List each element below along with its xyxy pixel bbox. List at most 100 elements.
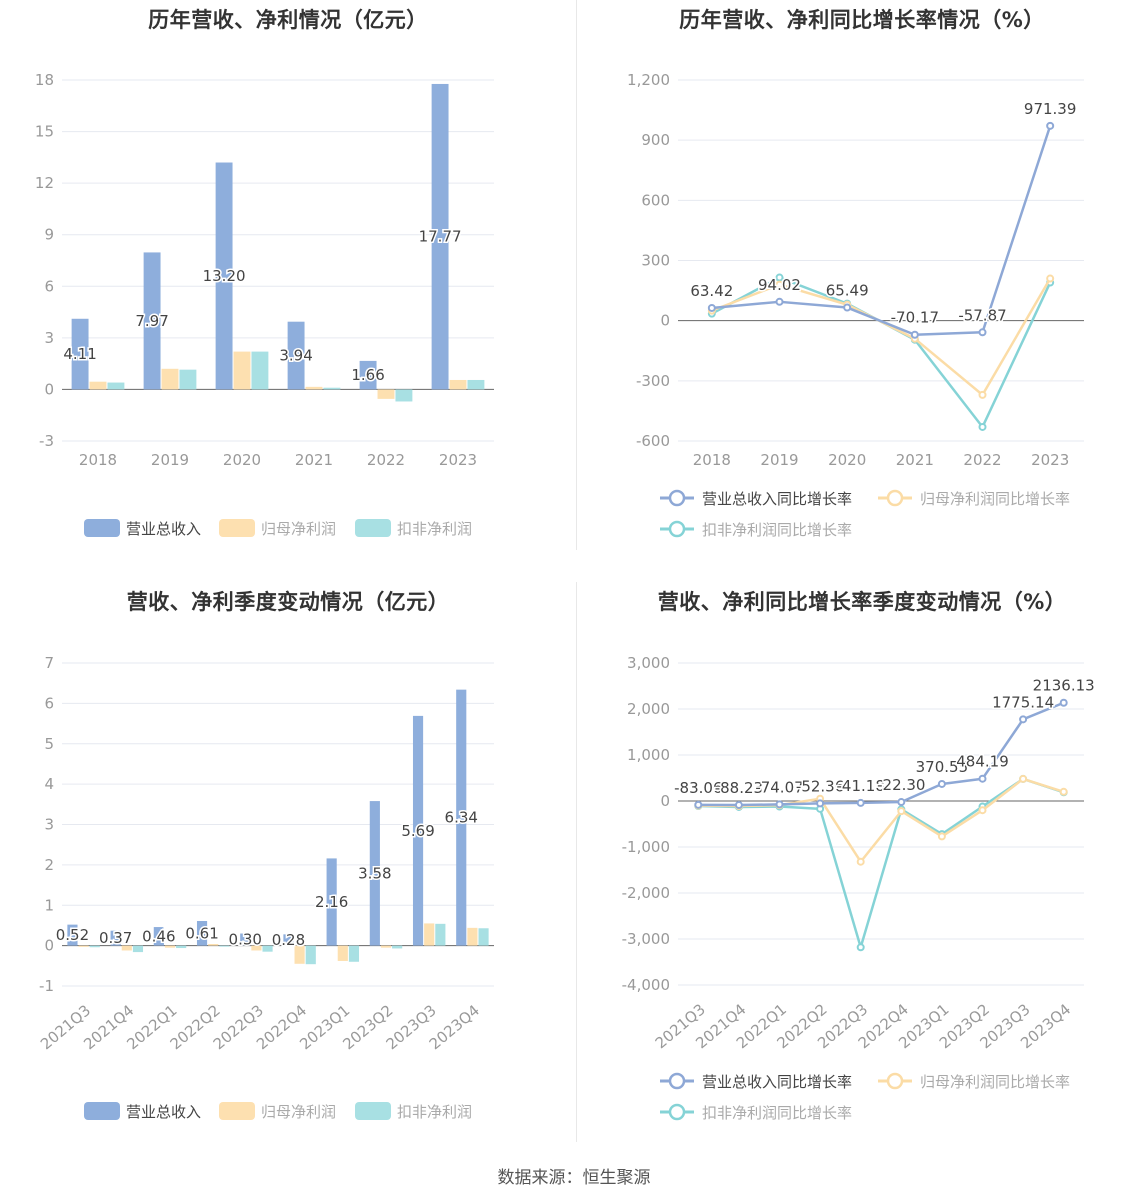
revenue-value-label: 4.11 bbox=[63, 345, 96, 363]
growth-value-label: -88.23 bbox=[715, 779, 763, 797]
chart-title: 历年营收、净利同比增长率情况（%） bbox=[679, 8, 1045, 32]
net-profit-bar bbox=[89, 381, 107, 390]
line-point bbox=[897, 807, 906, 816]
deducted-profit-bar bbox=[467, 379, 485, 390]
x-tick-label: 2023 bbox=[1031, 451, 1069, 469]
y-tick-label: 2,000 bbox=[627, 700, 670, 718]
growth-value-label: -74.07 bbox=[755, 778, 803, 796]
legend-label: 营业总收入 bbox=[126, 520, 201, 538]
y-tick-label: -300 bbox=[636, 372, 670, 390]
y-tick-label: 1,200 bbox=[627, 71, 670, 89]
growth-value-label: 63.42 bbox=[690, 282, 733, 300]
deducted-profit-bar bbox=[348, 945, 360, 962]
x-tick-label: 2019 bbox=[760, 451, 798, 469]
revenue-bar bbox=[71, 318, 89, 390]
line-point bbox=[775, 800, 784, 809]
revenue-bar bbox=[283, 934, 294, 946]
revenue-bar bbox=[110, 930, 121, 946]
y-tick-label: 2 bbox=[44, 856, 54, 874]
x-tick-label: 2022 bbox=[367, 451, 405, 469]
legend-marker bbox=[886, 489, 904, 507]
y-tick-label: 7 bbox=[44, 654, 54, 672]
revenue-value-label: 6.34 bbox=[445, 809, 478, 827]
deducted-profit-bar bbox=[219, 945, 230, 947]
y-tick-label: 1 bbox=[44, 896, 54, 914]
line-point bbox=[978, 774, 987, 783]
net-profit-bar bbox=[424, 923, 435, 946]
line-point bbox=[1019, 715, 1028, 724]
line-point bbox=[843, 303, 852, 312]
net-profit-bar bbox=[208, 944, 219, 946]
revenue-bar bbox=[369, 801, 380, 946]
growth-value-label: -41.18 bbox=[837, 777, 885, 795]
legend-swatch bbox=[355, 519, 391, 537]
line-point bbox=[1046, 274, 1055, 283]
line-point bbox=[775, 273, 784, 282]
line-point bbox=[816, 799, 825, 808]
y-tick-label: -2,000 bbox=[622, 884, 670, 902]
revenue-value-label: 0.37 bbox=[99, 929, 132, 947]
deducted-profit-bar bbox=[89, 945, 100, 948]
x-tick-label: 2022 bbox=[963, 451, 1001, 469]
growth-value-label: -22.30 bbox=[877, 776, 925, 794]
legend-swatch bbox=[219, 1102, 255, 1120]
y-tick-label: -3 bbox=[39, 432, 54, 450]
legend-swatch bbox=[84, 1102, 120, 1120]
quarterly-bar-chart: -1 0 1 2 3 4 5 6 7 0.52 0.37 0.46 0.61 0.30 0.28 2.16 3.… bbox=[37, 654, 494, 1121]
legend-swatch bbox=[219, 519, 255, 537]
net-profit-growth-line bbox=[711, 277, 1052, 397]
growth-value-label: 971.39 bbox=[1024, 100, 1077, 118]
legend-marker bbox=[668, 1072, 686, 1090]
growth-value-label: -57.87 bbox=[958, 306, 1006, 324]
growth-value-label: -83.06 bbox=[674, 779, 722, 797]
y-tick-label: 0 bbox=[44, 937, 54, 955]
y-tick-label: 0 bbox=[660, 312, 670, 330]
x-tick-label: 2021 bbox=[896, 451, 934, 469]
legend-label: 扣非净利润 bbox=[397, 520, 472, 538]
deducted-profit-bar bbox=[251, 351, 269, 390]
y-tick-label: 0 bbox=[44, 380, 54, 398]
x-tick-label: 2021 bbox=[295, 451, 333, 469]
revenue-bar bbox=[431, 83, 449, 390]
legend-label: 归母净利润 bbox=[261, 1103, 336, 1121]
revenue-value-label: 3.94 bbox=[279, 347, 312, 365]
legend-label: 营业总收入同比增长率 bbox=[702, 1073, 852, 1091]
line-point bbox=[937, 832, 946, 841]
annual-growth-panel: 历年营收、净利同比增长率情况（%） -600 -300 0 300 600 900 1,20… bbox=[576, 0, 1148, 560]
growth-value-label: 484.19 bbox=[956, 753, 1009, 771]
y-tick-label: 1,000 bbox=[627, 746, 670, 764]
annual-bar-chart: -3 0 3 6 9 12 15 18 4.11 7.97 13.20 3.94 1.66 17.77 20… bbox=[35, 71, 494, 538]
legend-marker bbox=[886, 1072, 904, 1090]
revenue-bar bbox=[240, 933, 251, 946]
revenue-bar bbox=[143, 252, 161, 390]
line-point bbox=[978, 806, 987, 815]
x-tick-label: 2019 bbox=[151, 451, 189, 469]
line-point bbox=[910, 330, 919, 339]
net-profit-bar bbox=[294, 945, 305, 964]
line-point bbox=[856, 857, 865, 866]
legend-label: 营业总收入 bbox=[126, 1103, 201, 1121]
chart-title: 营收、净利季度变动情况（亿元） bbox=[126, 590, 450, 614]
revenue-value-label: 17.77 bbox=[419, 228, 462, 246]
y-tick-label: 9 bbox=[44, 226, 54, 244]
line-point bbox=[978, 390, 987, 399]
source-note: 数据来源：恒生聚源 bbox=[497, 1168, 651, 1188]
chart-title: 历年营收、净利情况（亿元） bbox=[148, 8, 428, 32]
net-profit-bar bbox=[380, 945, 392, 948]
line-point bbox=[856, 943, 865, 952]
revenue-value-label: 0.61 bbox=[185, 924, 218, 942]
revenue-bar bbox=[287, 321, 305, 390]
net-profit-bar bbox=[121, 945, 132, 951]
legend-label: 扣非净利润同比增长率 bbox=[702, 1104, 852, 1122]
revenue-value-label: 1.66 bbox=[351, 366, 384, 384]
legend-marker bbox=[668, 489, 686, 507]
y-tick-label: 300 bbox=[641, 252, 670, 270]
annual-growth-chart: -600 -300 0 300 600 900 1,200 63.42 94.02 65.49 -7… bbox=[627, 71, 1084, 539]
revenue-value-label: 13.20 bbox=[203, 267, 246, 285]
revenue-bar bbox=[359, 360, 377, 390]
deducted-profit-bar bbox=[478, 928, 489, 946]
legend-swatch bbox=[84, 519, 120, 537]
growth-value-label: 2136.13 bbox=[1033, 677, 1095, 695]
net-profit-bar bbox=[337, 945, 348, 961]
legend-label: 归母净利润同比增长率 bbox=[920, 490, 1070, 508]
